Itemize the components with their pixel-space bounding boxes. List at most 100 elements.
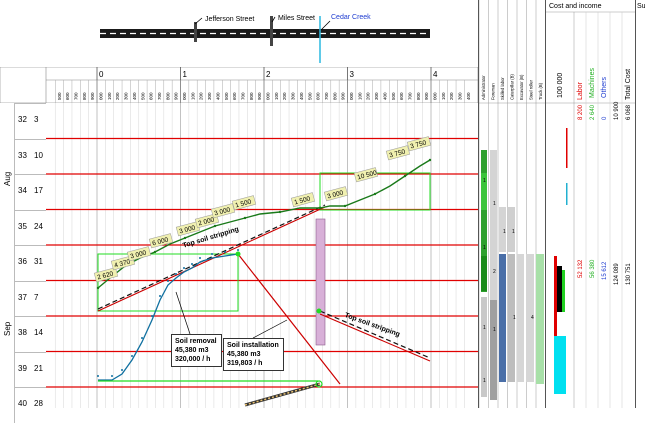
cost-value-bottom: 52 132: [578, 259, 584, 278]
resource-value: 4: [531, 315, 534, 321]
week-cell: [14, 280, 46, 316]
progress-label: 1 500: [231, 195, 257, 211]
resource-column-header: Administrator: [481, 75, 486, 100]
resource-value: 1: [513, 315, 516, 321]
week-number: 32: [18, 115, 27, 124]
ruler-minor-label: 600: [149, 92, 154, 100]
resource-value: 1: [493, 327, 496, 333]
cost-column-header: Others: [601, 76, 608, 98]
ruler-minor-label: 600: [316, 92, 321, 100]
resource-bar: [508, 254, 515, 382]
progress-label: 1 500: [290, 192, 316, 208]
progress-label-text: 1 500: [235, 198, 253, 209]
ruler-minor-label: 700: [240, 92, 245, 100]
soil-removal-point: [121, 369, 123, 371]
cost-panel-title: Cost and income: [549, 3, 602, 10]
cost-value-bottom: 15 612: [602, 261, 608, 280]
week-number: 35: [18, 221, 27, 231]
ruler-minor-label: 100: [190, 92, 195, 100]
ruler-minor-label: 600: [232, 92, 237, 100]
ruler-minor-label: 400: [466, 92, 471, 100]
soil-installation-volume: 45,380 m3: [227, 351, 261, 358]
week-number: 36: [18, 257, 27, 266]
work-block: [315, 218, 326, 346]
ruler-minor-label: 600: [65, 92, 70, 100]
resource-column-header: Caterpillar (B): [510, 74, 515, 100]
soil-removal-point: [141, 337, 143, 339]
progress-label: 2 000: [194, 213, 220, 229]
resource-column-header: Excavator (B): [519, 74, 524, 100]
progress-label-box: [93, 267, 119, 283]
progress-label-box: [194, 213, 220, 229]
map-band: Jefferson Street Miles Street Cedar Cree…: [0, 0, 479, 67]
ruler-minor-label: 400: [382, 92, 387, 100]
stripping-line-red: [319, 313, 431, 362]
soil-removal-point: [167, 280, 169, 282]
callout-pointer: [175, 291, 191, 335]
ruler-minor-label: 200: [199, 92, 204, 100]
week-day: 3: [34, 115, 39, 124]
resource-bar: [481, 150, 487, 292]
soil-removal-point: [183, 267, 185, 269]
ruler-minor-label: 200: [282, 92, 287, 100]
progress-label: 3 000: [323, 186, 349, 202]
cost-panel: Cost and income 100 000 Labor Machines Othe…: [545, 0, 636, 408]
soil-removal-point: [175, 273, 177, 275]
progress-label-text: 3 750: [410, 139, 428, 150]
resource-bar: [490, 300, 497, 400]
ruler-minor-label: 300: [291, 92, 296, 100]
week-day: 28: [34, 399, 43, 408]
progress-label-box: [323, 186, 349, 202]
week-day: 21: [34, 363, 43, 373]
progress-label-text: 1 500: [294, 195, 312, 206]
progress-point: [96, 286, 100, 290]
week-day: 31: [34, 257, 43, 266]
week-day: 14: [34, 328, 43, 337]
progress-point: [403, 174, 407, 178]
resource-histogram: Administrator Foreman Skilled labor Caterpi…: [479, 0, 546, 408]
soil-removal-point: [211, 253, 213, 255]
week-day: 10: [34, 150, 43, 160]
scale-ruler: 0 1 2 3 4 500 600 700 800 900 000 100 200 300 400 500 60…: [0, 66, 479, 104]
street-label-miles: Miles Street: [278, 15, 315, 22]
ruler-major-label: 0: [99, 70, 104, 79]
summary-panel: Su: [635, 0, 645, 408]
soil-removal-point: [237, 249, 239, 251]
resource-bar: [508, 207, 515, 252]
soil-removal-point: [111, 375, 113, 377]
progress-label-text: 3 000: [179, 224, 197, 235]
soil-installation-title: Soil installation: [227, 342, 279, 349]
progress-point: [213, 224, 217, 228]
ruler-minor-label: 500: [307, 92, 312, 100]
soil-installation-callout: Soil installation 45,380 m3 319,803 / h: [223, 338, 284, 371]
cost-value-top: 8 200: [578, 104, 584, 120]
soil-removal-rate: 320,000 / h: [175, 356, 211, 363]
progress-label-box: [210, 203, 236, 219]
cost-value-top: 0: [602, 116, 608, 120]
resource-panel: Administrator Foreman Skilled labor Caterpi…: [478, 0, 546, 408]
ruler-minor-label: 000: [182, 92, 187, 100]
progress-label-text: 3 000: [214, 206, 232, 217]
soil-installation-rate: 319,803 / h: [227, 360, 263, 367]
milestone-marker: [316, 308, 322, 314]
resource-column-header: Skilled labor: [500, 77, 505, 100]
progress-label: 6 000: [148, 233, 174, 249]
month-label-sep: Sep: [3, 321, 12, 336]
cost-column-header: Labor: [577, 81, 584, 100]
ruler-minor-label: 900: [424, 92, 429, 100]
ruler-minor-label: 900: [341, 92, 346, 100]
soil-removal-volume: 45,380 m3: [175, 347, 209, 354]
installation-line: [237, 253, 341, 385]
street-label-cedar-creek: Cedar Creek: [331, 14, 371, 21]
ruler-minor-label: 300: [207, 92, 212, 100]
week-cell: [14, 316, 46, 352]
ruler-minor-label: 500: [140, 92, 145, 100]
progress-point: [343, 204, 347, 208]
ruler-minor-label: 700: [157, 92, 162, 100]
ruler-minor-label: 500: [224, 92, 229, 100]
summary-panel-title: Su: [637, 3, 645, 10]
progress-label-box: [406, 136, 432, 152]
week-number: 37: [18, 292, 27, 302]
cost-bar: [566, 183, 568, 205]
soil-removal-point: [159, 295, 161, 297]
